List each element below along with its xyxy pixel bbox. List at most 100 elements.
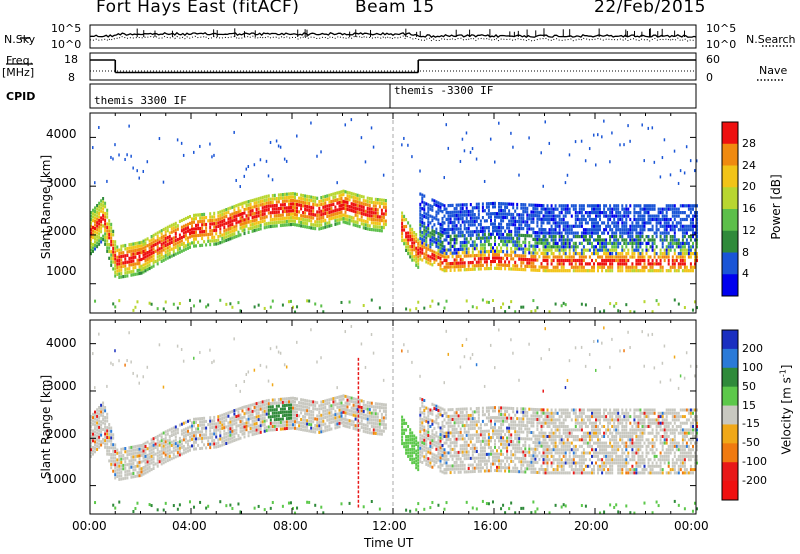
- power-cell: [362, 226, 365, 230]
- power-cell: [508, 267, 511, 271]
- power-cell: [611, 265, 614, 269]
- velocity-cell: [100, 430, 103, 434]
- power-cell: [336, 208, 339, 212]
- power-cell: [338, 204, 341, 208]
- power-cell: [213, 242, 216, 246]
- power-cell: [247, 227, 250, 231]
- power-cell: [536, 231, 539, 235]
- velocity-near-range: [271, 500, 274, 504]
- power-stray: [320, 150, 322, 154]
- power-cell: [360, 208, 363, 212]
- power-cell: [542, 251, 545, 256]
- velocity-cell: [298, 421, 301, 424]
- velocity-cell: [324, 409, 327, 413]
- power-cell: [591, 211, 593, 215]
- power-cell: [641, 269, 644, 273]
- power-cell: [522, 220, 525, 224]
- power-stray: [267, 174, 270, 178]
- velocity-cell: [156, 458, 159, 462]
- power-cell: [116, 259, 119, 263]
- power-cell: [512, 223, 515, 227]
- velocity-cell: [360, 399, 363, 403]
- power-cell: [522, 254, 525, 258]
- power-cell: [653, 262, 656, 266]
- power-cell: [643, 238, 646, 242]
- power-cell: [247, 213, 250, 217]
- power-near-range: [599, 310, 602, 314]
- power-cell: [158, 237, 161, 241]
- power-stray: [146, 160, 149, 164]
- power-cell: [603, 211, 606, 215]
- power-cell: [530, 244, 533, 248]
- power-cell: [201, 233, 204, 237]
- power-cell: [368, 203, 371, 208]
- power-stray: [245, 167, 248, 171]
- velocity-cell: [279, 407, 282, 411]
- power-near-range: [378, 306, 381, 310]
- power-cell: [490, 215, 492, 219]
- power-cell: [156, 234, 159, 239]
- power-cell: [615, 211, 618, 215]
- power-cell: [582, 258, 585, 263]
- power-cell: [588, 248, 591, 252]
- power-cell: [290, 216, 292, 220]
- power-cell: [92, 242, 94, 247]
- power-cell: [100, 219, 103, 223]
- power-cell: [615, 224, 618, 228]
- power-cell: [665, 221, 668, 225]
- power-cell: [534, 268, 537, 272]
- power-cell: [189, 242, 191, 246]
- power-cell: [550, 235, 553, 239]
- power-cell: [261, 209, 264, 213]
- power-stray: [243, 174, 246, 178]
- velocity-cell: [215, 442, 218, 446]
- power-cell: [209, 225, 212, 230]
- velocity-cell: [112, 433, 115, 437]
- power-cell: [477, 212, 480, 216]
- velocity-cell: [144, 461, 147, 465]
- velocity-cell: [102, 414, 105, 418]
- power-cell: [182, 231, 185, 235]
- power-stray: [98, 126, 100, 130]
- power-cell: [106, 246, 109, 250]
- velocity-cell: [225, 438, 228, 442]
- velocity-cell: [142, 456, 145, 460]
- power-near-range: [136, 300, 139, 304]
- velocity-stray: [235, 383, 237, 387]
- power-cell: [108, 232, 111, 236]
- velocity-cell: [306, 412, 309, 416]
- velocity-stray: [233, 337, 235, 341]
- power-cell: [269, 197, 272, 201]
- power-cell: [502, 256, 505, 260]
- velocity-cell: [233, 435, 236, 439]
- power-cell: [595, 228, 597, 232]
- power-cell: [530, 251, 533, 255]
- power-cell: [540, 227, 543, 232]
- power-cell: [429, 207, 432, 211]
- power-cell: [685, 252, 688, 256]
- power-cell: [172, 222, 175, 226]
- power-cell: [219, 220, 222, 224]
- power-cell: [677, 245, 680, 249]
- power-cell: [651, 258, 654, 263]
- power-cell: [562, 207, 565, 211]
- power-cell: [94, 223, 96, 227]
- power-stray: [209, 142, 211, 146]
- power-cell: [453, 214, 456, 218]
- velocity-cell: [168, 438, 171, 442]
- power-cell: [223, 215, 226, 219]
- velocity-cell: [247, 434, 250, 438]
- velocity-cell: [227, 414, 230, 418]
- velocity-cell: [108, 439, 111, 443]
- velocity-cell: [199, 433, 202, 437]
- power-cell: [338, 194, 341, 198]
- power-cell: [211, 232, 214, 236]
- power-cell: [617, 207, 620, 211]
- velocity-cell: [245, 408, 248, 412]
- power-cell: [671, 255, 674, 259]
- power-cell: [601, 231, 604, 235]
- velocity-cell: [140, 470, 143, 474]
- velocity-cell: [364, 407, 367, 411]
- power-cell: [635, 217, 638, 222]
- velocity-cell: [340, 398, 343, 402]
